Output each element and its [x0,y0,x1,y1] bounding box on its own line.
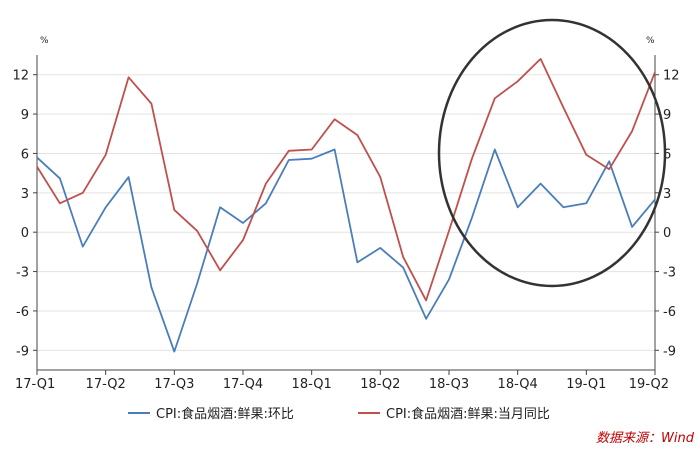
ticks-layer: 12 12 9 9 6 6 3 3 0 0 -3 -3 -6 -6 -9 -9 17-Q1 17-Q2 17-Q3 1… [12,69,679,392]
left-tick-label: -3 [16,266,29,281]
left-tick-label: 12 [12,69,29,84]
right-tick-label: 9 [663,108,671,123]
axes-layer: % % [36,36,656,371]
x-tick-label: 18-Q3 [429,377,469,392]
grid-layer [37,74,655,351]
legend-label-1: CPI:食品烟酒:鲜果:环比 [156,406,294,422]
right-tick-label: 12 [663,69,680,84]
x-tick-label: 17-Q4 [223,377,263,392]
left-unit-label: % [40,36,49,46]
left-tick-label: -9 [16,344,29,359]
left-tick-label: 9 [21,108,29,123]
right-unit-label: % [646,36,655,46]
source-note: 数据来源：Wind [596,431,695,446]
left-tick-label: -6 [16,305,29,320]
left-tick-label: 6 [21,147,29,162]
left-tick-label: 0 [21,226,29,241]
x-tick-label: 19-Q1 [566,377,606,392]
series-line-2 [36,58,656,302]
x-tick-label: 18-Q2 [360,377,400,392]
left-tick-label: 3 [21,187,29,202]
right-tick-label: -9 [663,344,676,359]
series-layer [36,58,656,353]
right-tick-label: -6 [663,305,676,320]
series-line-1 [36,148,656,353]
x-tick-label: 18-Q4 [498,377,538,392]
right-tick-label: 0 [663,226,671,241]
legend: CPI:食品烟酒:鲜果:环比 CPI:食品烟酒:鲜果:当月同比 [128,406,550,422]
x-tick-label: 18-Q1 [292,377,332,392]
x-tick-label: 17-Q2 [86,377,126,392]
x-tick-label: 17-Q1 [15,377,55,392]
highlight-circle [437,18,667,288]
right-tick-label: -3 [663,266,676,281]
right-tick-label: 6 [663,147,671,162]
x-tick-label: 19-Q2 [629,377,669,392]
right-tick-label: 3 [663,187,671,202]
legend-label-2: CPI:食品烟酒:鲜果:当月同比 [386,406,550,422]
x-tick-label: 17-Q3 [154,377,194,392]
